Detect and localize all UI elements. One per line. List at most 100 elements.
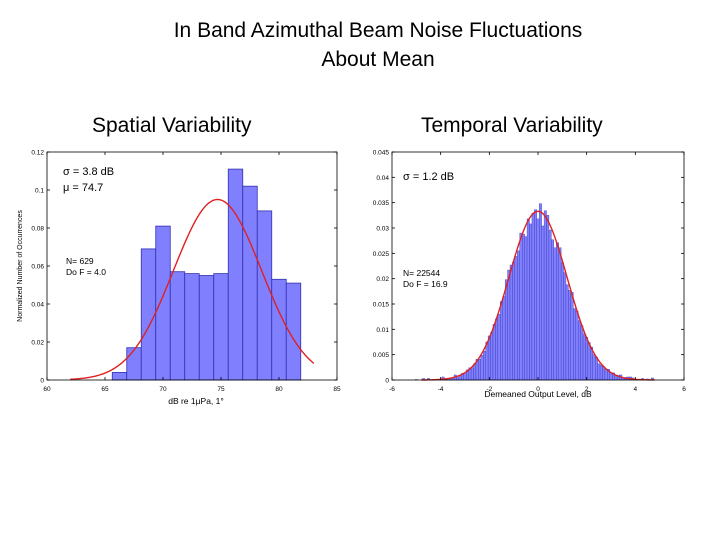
histogram-bar <box>463 373 467 381</box>
histogram-bar <box>483 350 486 381</box>
histogram-bar <box>509 264 513 381</box>
histogram-bar <box>524 236 528 381</box>
gaussian-fit-line <box>421 210 655 381</box>
x-tick-label: 80 <box>275 386 283 393</box>
x-tick-label: 6 <box>682 386 686 393</box>
x-tick-label: 85 <box>333 386 341 393</box>
histogram-bar <box>580 325 584 381</box>
y-tick-label: 0 <box>385 378 389 385</box>
histogram-bar <box>565 284 569 381</box>
histogram-bar <box>541 225 545 381</box>
histogram-bar <box>487 335 491 381</box>
x-tick-label: 60 <box>43 386 51 393</box>
temporal-subtitle: Temporal Variability <box>421 114 603 137</box>
histogram-bar <box>492 324 496 381</box>
histogram-bar <box>512 261 516 381</box>
y-tick-label: 0.03 <box>376 226 389 233</box>
histogram-bar <box>536 218 540 381</box>
histogram-bar <box>500 301 503 381</box>
histogram-bar <box>570 292 574 381</box>
histogram-bar <box>517 250 520 381</box>
histogram-bar <box>470 367 474 381</box>
histogram-bar <box>599 365 603 381</box>
x-tick-label: 70 <box>159 386 167 393</box>
histogram-bar <box>514 256 518 381</box>
x-tick-label: -4 <box>438 386 444 393</box>
histogram-bar <box>560 262 564 381</box>
histogram-bar <box>485 341 489 381</box>
x-tick-label: 75 <box>217 386 225 393</box>
y-tick-label: 0 <box>40 378 44 385</box>
histogram-bar <box>497 313 501 381</box>
y-tick-label: 0.005 <box>373 352 390 359</box>
y-tick-label: 0.01 <box>376 327 389 334</box>
x-tick-label: 2 <box>585 386 589 393</box>
histogram-bar <box>602 366 606 381</box>
y-tick-label: 0.02 <box>31 340 44 347</box>
y-tick-label: 0.015 <box>373 302 390 309</box>
histogram-bar <box>604 369 608 381</box>
x-tick-label: 0 <box>536 386 540 393</box>
y-tick-label: 0.02 <box>376 276 389 283</box>
page-title-line2: About Mean <box>321 48 435 71</box>
x-tick-label: -6 <box>389 386 395 393</box>
histogram-bar <box>502 296 506 381</box>
histogram-bar <box>473 363 477 381</box>
histogram-bar <box>556 242 559 381</box>
histogram-bar <box>575 310 579 381</box>
histogram-bar <box>490 332 494 381</box>
histogram-bar <box>573 308 576 381</box>
histogram-bar <box>609 372 613 381</box>
histogram-bar <box>539 203 542 381</box>
histogram-bar <box>548 229 552 381</box>
x-tick-label: 4 <box>634 386 638 393</box>
x-tick-label: 65 <box>101 386 109 393</box>
histogram-bar <box>480 354 484 381</box>
histogram-bar <box>526 218 530 381</box>
spatial-subtitle: Spatial Variability <box>92 114 252 137</box>
histogram-bar <box>590 346 593 381</box>
histogram-bar <box>546 215 550 381</box>
y-tick-label: 0.08 <box>31 226 44 233</box>
histogram-bar <box>595 357 598 381</box>
dof-annotation: Do F = 4.0 <box>66 267 106 277</box>
mu-annotation: μ = 74.7 <box>63 182 103 194</box>
histogram-bar <box>563 272 567 381</box>
histogram-bar <box>495 318 499 381</box>
histogram-bar <box>582 333 586 381</box>
histogram-bar <box>577 320 581 381</box>
histogram-bar <box>568 290 572 381</box>
histogram-bar <box>504 279 508 381</box>
x-axis-label: dB re 1μPa, 1° <box>168 396 224 406</box>
histogram-bar <box>478 359 481 381</box>
page-title-line1: In Band Azimuthal Beam Noise Fluctuation… <box>173 19 583 42</box>
y-tick-label: 0.025 <box>373 251 390 258</box>
y-tick-label: 0.04 <box>376 175 389 182</box>
histogram-bar <box>585 337 589 381</box>
sigma-annotation: σ = 1.2 dB <box>403 171 454 183</box>
y-tick-label: 0.12 <box>31 150 44 157</box>
histogram-bar <box>458 375 462 381</box>
sample-count-annotation: N= 629 <box>66 256 94 266</box>
histogram-bar <box>553 247 557 381</box>
y-tick-label: 0.1 <box>35 188 44 195</box>
dof-annotation: Do F = 16.9 <box>403 279 448 289</box>
histogram-bar <box>558 247 562 381</box>
histogram-bar <box>534 209 537 381</box>
histogram-bar <box>543 210 547 381</box>
histogram-bar <box>597 363 601 381</box>
histogram-bar <box>587 342 591 381</box>
histogram-bar <box>531 213 535 381</box>
x-axis-label: Demeaned Output Level, dB <box>484 389 592 399</box>
histogram-bar <box>519 232 523 381</box>
y-tick-label: 0.06 <box>31 264 44 271</box>
gaussian-fit-line <box>70 198 315 381</box>
histogram-bar <box>529 223 533 381</box>
histogram-bar <box>551 239 554 381</box>
x-tick-label: -2 <box>486 386 492 393</box>
histogram-bar <box>592 354 596 381</box>
y-axis-label: Normalized Number of Occurrences <box>17 210 24 322</box>
histogram-bar <box>522 233 525 381</box>
